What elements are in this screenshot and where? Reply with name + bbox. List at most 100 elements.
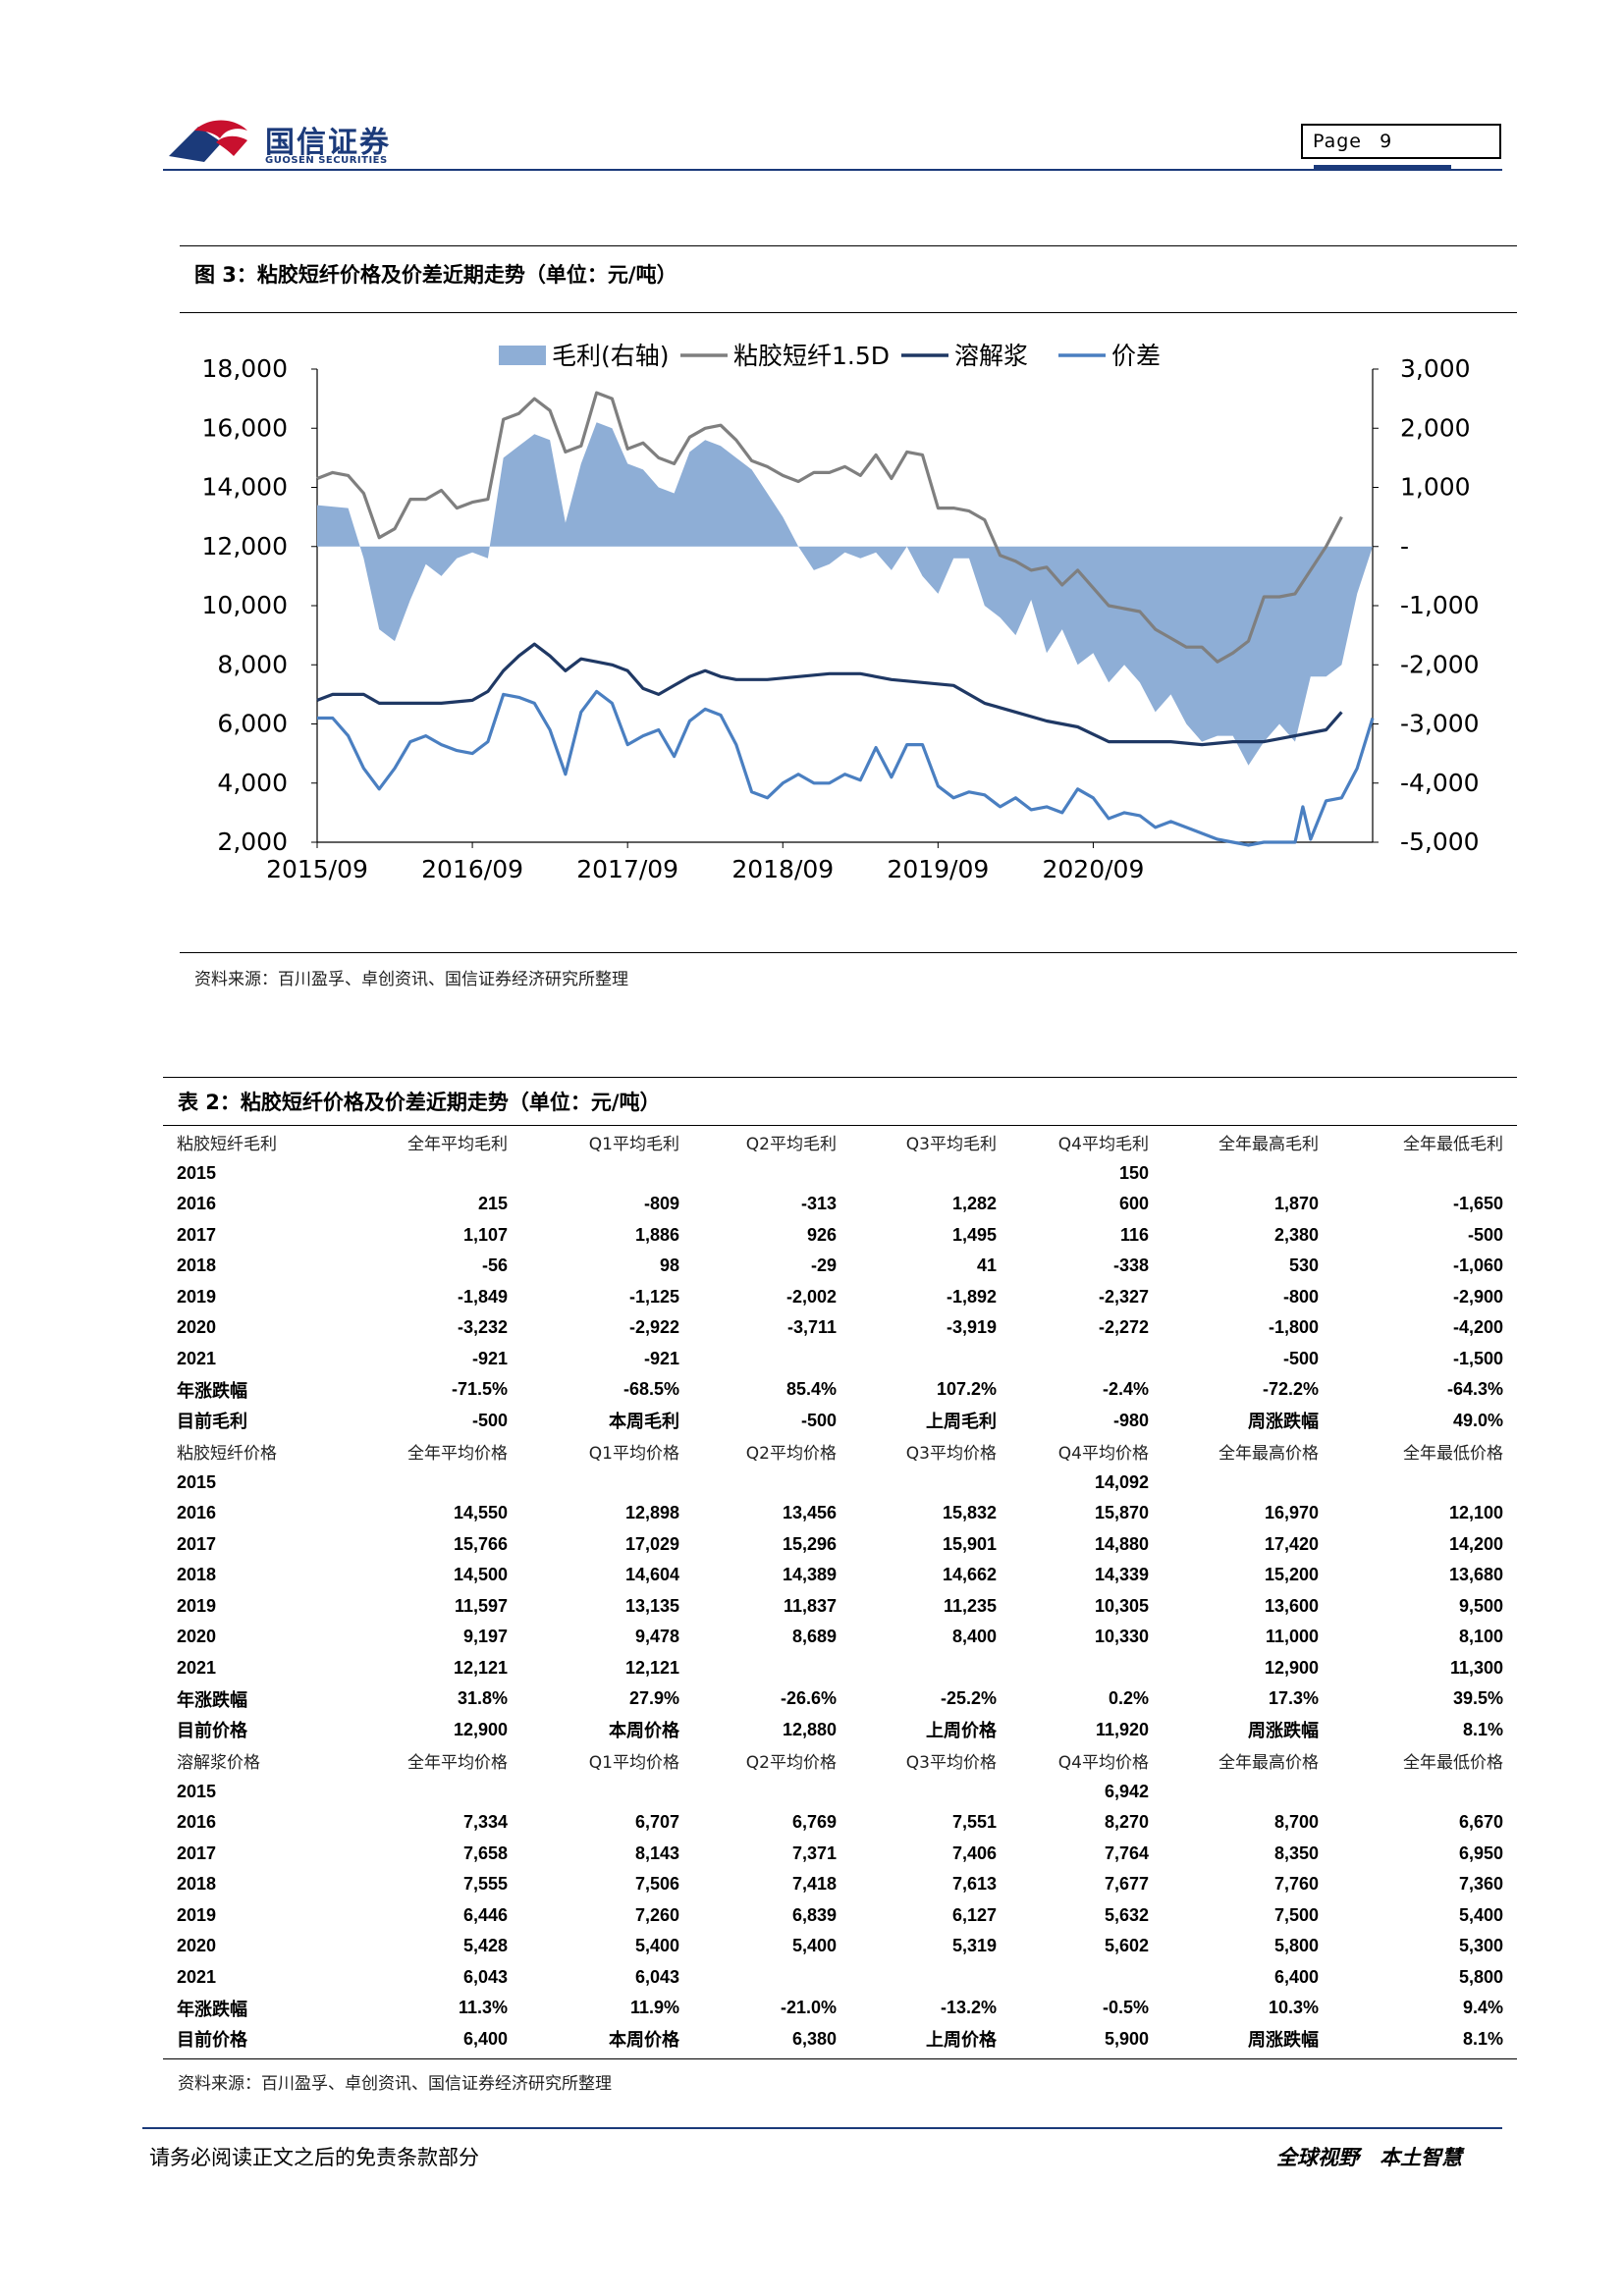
table-cell: 9,500 bbox=[1458, 1595, 1503, 1616]
figure-title: 图 3：粘胶短纤价格及价差近期走势（单位：元/吨） bbox=[194, 263, 677, 287]
row-label: 2021 bbox=[177, 1657, 217, 1678]
table-cell: 12,900 bbox=[453, 1719, 508, 1739]
right-tick-label: -2,000 bbox=[1400, 650, 1480, 678]
table-cell bbox=[521, 1468, 693, 1499]
table-cell: 7,551 bbox=[951, 1812, 997, 1833]
table-cell: -2,922 bbox=[628, 1317, 679, 1338]
table-cell: 15,200 bbox=[1264, 1565, 1319, 1585]
table-cell: 1,282 bbox=[951, 1194, 997, 1214]
table-cell bbox=[1163, 1777, 1332, 1808]
table-cell: 11,597 bbox=[454, 1595, 508, 1616]
table-cell: -1,500 bbox=[1452, 1348, 1503, 1368]
table-row: 2019 11,597 13,135 11,837 11,235 10,305 13,600… bbox=[163, 1591, 1517, 1623]
table-cell: 41 bbox=[976, 1255, 997, 1276]
table-cell: 全年平均毛利 bbox=[407, 1135, 508, 1155]
table-cell: Q2平均价格 bbox=[745, 1444, 837, 1465]
right-tick-label: -1,000 bbox=[1400, 591, 1480, 619]
table-cell: 5,428 bbox=[462, 1936, 508, 1956]
table-cell: -1,060 bbox=[1452, 1255, 1503, 1276]
table-cell: 14,339 bbox=[1094, 1565, 1149, 1585]
table-cell: 5,632 bbox=[1104, 1904, 1149, 1925]
table-cell: 14,200 bbox=[1448, 1533, 1503, 1554]
table-cell: 7,555 bbox=[462, 1874, 508, 1895]
table-cell: 107.2% bbox=[936, 1379, 997, 1400]
table-cell: Q1平均毛利 bbox=[588, 1135, 679, 1155]
table-cell: 7,760 bbox=[1273, 1874, 1319, 1895]
table-cell: -3,711 bbox=[786, 1317, 837, 1338]
table-cell: 600 bbox=[1118, 1194, 1149, 1214]
table-cell: 本周价格 bbox=[609, 2030, 679, 2051]
left-tick-label: 14,000 bbox=[202, 473, 288, 502]
row-label: 2017 bbox=[177, 1224, 217, 1245]
table-row: 目前价格 6,400 本周价格 6,380 上周价格 5,900 周涨跌幅 8.1% bbox=[163, 2024, 1517, 2056]
table-cell bbox=[310, 1468, 521, 1499]
table-cell: 10,330 bbox=[1094, 1627, 1149, 1647]
table-cell: 17,029 bbox=[624, 1533, 679, 1554]
table-cell: 150 bbox=[1118, 1162, 1149, 1183]
table-cell: -25.2% bbox=[940, 1688, 997, 1709]
table-cell: 14,604 bbox=[624, 1565, 679, 1585]
table-cell bbox=[1163, 1468, 1332, 1499]
row-label: 2019 bbox=[177, 1595, 217, 1616]
table-cell: 6,707 bbox=[634, 1812, 679, 1833]
table-row: 2020 9,197 9,478 8,689 8,400 10,330 11,000 8,10… bbox=[163, 1622, 1517, 1653]
series-line-2 bbox=[316, 642, 1343, 747]
figure-title-rule bbox=[180, 312, 1517, 313]
table-cell: 9.4% bbox=[1462, 1998, 1503, 2018]
table-cell: 6,950 bbox=[1458, 1842, 1503, 1863]
table-row: 2016 14,550 12,898 13,456 15,832 15,870 16,970… bbox=[163, 1498, 1517, 1529]
page-indicator: Page 9 bbox=[1301, 124, 1501, 159]
table-cell bbox=[1332, 1158, 1517, 1190]
row-label: 2019 bbox=[177, 1904, 217, 1925]
table-row: 2016 215 -809 -313 1,282 600 1,870 -1,650 bbox=[163, 1189, 1517, 1220]
table-cell: 13,680 bbox=[1448, 1565, 1503, 1585]
x-tick-label: 2015/09 bbox=[266, 855, 368, 883]
table-cell: Q2平均价格 bbox=[745, 1753, 837, 1774]
table-cell: 7,500 bbox=[1273, 1904, 1319, 1925]
row-label: 目前价格 bbox=[177, 1721, 247, 1741]
table-source: 资料来源：百川盈孚、卓创资讯、国信证券经济研究所整理 bbox=[178, 2074, 612, 2094]
left-tick-label: 2,000 bbox=[217, 828, 288, 856]
table-cell: 7,334 bbox=[462, 1812, 508, 1833]
table-cell: 11,837 bbox=[783, 1595, 837, 1616]
row-label: 2016 bbox=[177, 1812, 217, 1833]
x-tick-label: 2018/09 bbox=[731, 855, 834, 883]
right-tick-label: - bbox=[1400, 532, 1409, 561]
table-cell: -2,002 bbox=[785, 1286, 837, 1307]
brand-name-cn: 国信证券 bbox=[265, 126, 391, 160]
right-tick-label: -5,000 bbox=[1400, 828, 1480, 856]
table-cell: 7,764 bbox=[1104, 1842, 1149, 1863]
table-cell: 5,800 bbox=[1458, 1966, 1503, 1987]
table-cell: 上周毛利 bbox=[926, 1412, 997, 1432]
table-row: 2019 -1,849 -1,125 -2,002 -1,892 -2,327 -800 -2… bbox=[163, 1282, 1517, 1313]
table-cell: 85.4% bbox=[785, 1379, 837, 1400]
table-cell: 17,420 bbox=[1264, 1533, 1319, 1554]
table-row: 2021 12,121 12,121 12,900 11,300 bbox=[163, 1653, 1517, 1684]
table-cell: 6,400 bbox=[1273, 1966, 1319, 1987]
table-cell bbox=[693, 1962, 850, 1994]
table-row: 2019 6,446 7,260 6,839 6,127 5,632 7,500 5,400 bbox=[163, 1900, 1517, 1932]
footer-disclaimer: 请务必阅读正文之后的免责条款部分 bbox=[149, 2146, 479, 2169]
table-cell: 7,506 bbox=[634, 1874, 679, 1895]
table-cell: -338 bbox=[1112, 1255, 1149, 1276]
table-cell: -68.5% bbox=[623, 1379, 679, 1400]
table-cell: 6,043 bbox=[634, 1966, 679, 1987]
x-tick-label: 2019/09 bbox=[887, 855, 989, 883]
table-cell: 5,900 bbox=[1104, 2028, 1149, 2049]
table-cell: 530 bbox=[1288, 1255, 1319, 1276]
table-cell: -1,125 bbox=[628, 1286, 679, 1307]
left-tick-label: 4,000 bbox=[217, 769, 288, 797]
table-cell: 0.2% bbox=[1108, 1688, 1149, 1709]
table-cell: Q4平均价格 bbox=[1057, 1753, 1149, 1774]
table-row: 2018 -56 98 -29 41 -338 530 -1,060 bbox=[163, 1251, 1517, 1282]
table-cell bbox=[521, 1777, 693, 1808]
table-cell: 15,296 bbox=[782, 1533, 837, 1554]
table-cell: 15,832 bbox=[942, 1503, 997, 1523]
table-cell bbox=[1010, 1653, 1163, 1684]
table-cell: 7,418 bbox=[791, 1874, 837, 1895]
table-row: 2015 14,092 bbox=[163, 1468, 1517, 1499]
table-cell bbox=[850, 1777, 1010, 1808]
table-title-rule bbox=[163, 1125, 1517, 1126]
legend-swatch-margin bbox=[499, 346, 546, 365]
table-cell: 15,766 bbox=[453, 1533, 508, 1554]
